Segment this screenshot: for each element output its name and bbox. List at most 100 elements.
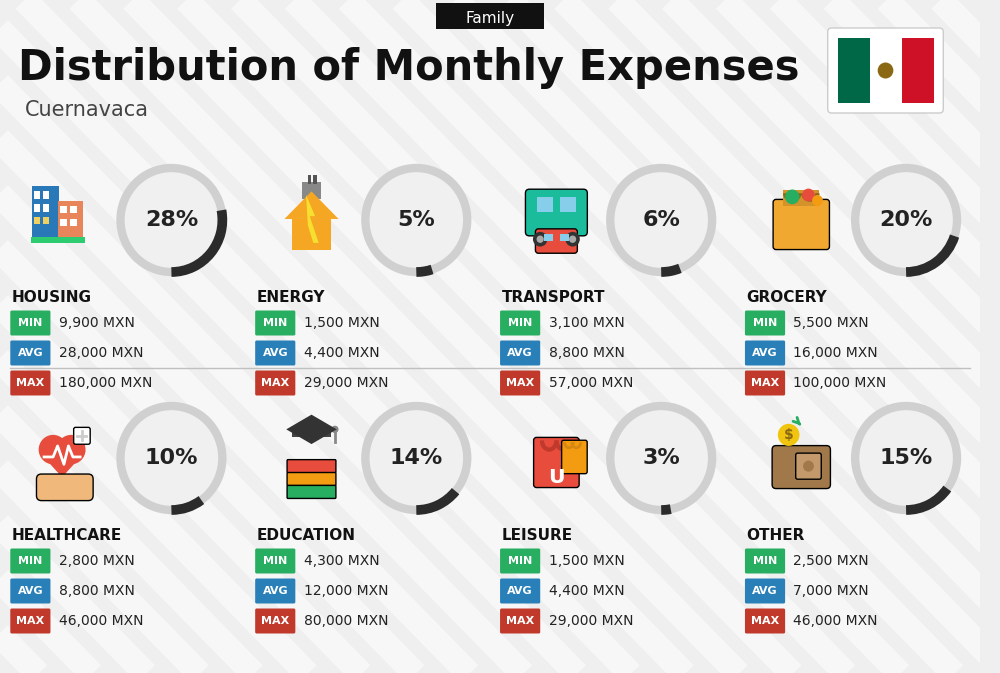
Circle shape xyxy=(610,168,712,272)
Text: 28,000 MXN: 28,000 MXN xyxy=(59,346,143,360)
Text: EDUCATION: EDUCATION xyxy=(257,528,356,543)
Text: 57,000 MXN: 57,000 MXN xyxy=(549,376,633,390)
Text: 6%: 6% xyxy=(642,210,680,230)
Text: MAX: MAX xyxy=(506,616,534,626)
FancyBboxPatch shape xyxy=(255,341,295,365)
Text: Family: Family xyxy=(465,11,514,26)
Circle shape xyxy=(803,460,814,472)
Bar xyxy=(292,426,331,437)
Text: AVG: AVG xyxy=(18,348,43,358)
Text: MAX: MAX xyxy=(261,378,289,388)
Bar xyxy=(783,190,819,206)
Circle shape xyxy=(120,406,222,510)
Text: 10%: 10% xyxy=(145,448,198,468)
FancyBboxPatch shape xyxy=(773,199,829,250)
Text: 46,000 MXN: 46,000 MXN xyxy=(793,614,878,628)
Text: $: $ xyxy=(784,428,794,442)
Text: ENERGY: ENERGY xyxy=(257,290,325,305)
Text: MIN: MIN xyxy=(18,318,42,328)
FancyBboxPatch shape xyxy=(796,453,821,479)
FancyBboxPatch shape xyxy=(287,472,336,485)
Text: 2,500 MXN: 2,500 MXN xyxy=(793,554,869,568)
Text: 1,500 MXN: 1,500 MXN xyxy=(549,554,624,568)
Text: MIN: MIN xyxy=(753,556,777,566)
FancyBboxPatch shape xyxy=(500,371,540,396)
Text: MAX: MAX xyxy=(506,378,534,388)
FancyBboxPatch shape xyxy=(10,608,50,633)
Circle shape xyxy=(565,232,580,246)
Bar xyxy=(560,197,576,211)
FancyBboxPatch shape xyxy=(535,229,577,253)
Text: 100,000 MXN: 100,000 MXN xyxy=(793,376,887,390)
Text: TRANSPORT: TRANSPORT xyxy=(502,290,605,305)
Bar xyxy=(70,219,77,226)
FancyBboxPatch shape xyxy=(534,437,579,487)
Text: AVG: AVG xyxy=(507,348,533,358)
Text: 46,000 MXN: 46,000 MXN xyxy=(59,614,143,628)
Circle shape xyxy=(569,236,576,243)
Text: 28%: 28% xyxy=(145,210,198,230)
Circle shape xyxy=(855,168,957,272)
Bar xyxy=(60,219,67,226)
Text: MIN: MIN xyxy=(263,556,287,566)
Polygon shape xyxy=(39,452,86,477)
FancyBboxPatch shape xyxy=(745,310,785,336)
Text: HOUSING: HOUSING xyxy=(12,290,92,305)
Text: MAX: MAX xyxy=(16,616,44,626)
Text: MIN: MIN xyxy=(18,556,42,566)
FancyBboxPatch shape xyxy=(500,548,540,573)
Text: 5%: 5% xyxy=(397,210,435,230)
FancyBboxPatch shape xyxy=(745,341,785,365)
Text: MIN: MIN xyxy=(263,318,287,328)
Bar xyxy=(544,234,553,241)
FancyBboxPatch shape xyxy=(255,608,295,633)
Text: MIN: MIN xyxy=(508,318,532,328)
Text: 29,000 MXN: 29,000 MXN xyxy=(304,376,388,390)
Bar xyxy=(34,204,40,211)
Text: 4,300 MXN: 4,300 MXN xyxy=(304,554,379,568)
Text: MIN: MIN xyxy=(753,318,777,328)
Text: 20%: 20% xyxy=(879,210,933,230)
FancyBboxPatch shape xyxy=(10,579,50,604)
FancyBboxPatch shape xyxy=(500,341,540,365)
Circle shape xyxy=(533,232,547,246)
Text: Cuernavaca: Cuernavaca xyxy=(24,100,148,120)
Text: 4,400 MXN: 4,400 MXN xyxy=(549,584,624,598)
Text: 80,000 MXN: 80,000 MXN xyxy=(304,614,388,628)
Text: 12,000 MXN: 12,000 MXN xyxy=(304,584,388,598)
Text: 9,900 MXN: 9,900 MXN xyxy=(59,316,135,330)
Circle shape xyxy=(365,406,467,510)
Bar xyxy=(313,175,317,184)
Circle shape xyxy=(878,63,893,79)
Text: AVG: AVG xyxy=(752,586,778,596)
Polygon shape xyxy=(284,191,339,219)
Text: GROCERY: GROCERY xyxy=(746,290,827,305)
Bar xyxy=(838,38,870,103)
FancyBboxPatch shape xyxy=(10,548,50,573)
Text: 4,400 MXN: 4,400 MXN xyxy=(304,346,379,360)
FancyBboxPatch shape xyxy=(436,3,544,29)
Text: 3,100 MXN: 3,100 MXN xyxy=(549,316,624,330)
FancyBboxPatch shape xyxy=(255,579,295,604)
Text: 16,000 MXN: 16,000 MXN xyxy=(793,346,878,360)
FancyBboxPatch shape xyxy=(287,460,336,472)
Text: 8,800 MXN: 8,800 MXN xyxy=(549,346,624,360)
Bar xyxy=(32,186,59,238)
Text: AVG: AVG xyxy=(507,586,533,596)
Polygon shape xyxy=(306,195,319,243)
Circle shape xyxy=(39,435,68,464)
Text: MIN: MIN xyxy=(508,556,532,566)
Bar xyxy=(58,201,83,238)
Bar xyxy=(70,206,77,213)
FancyBboxPatch shape xyxy=(525,189,587,236)
FancyBboxPatch shape xyxy=(745,608,785,633)
Text: MAX: MAX xyxy=(751,616,779,626)
FancyBboxPatch shape xyxy=(745,371,785,396)
Bar xyxy=(43,191,49,199)
Bar xyxy=(902,38,934,103)
FancyBboxPatch shape xyxy=(287,485,336,499)
Text: AVG: AVG xyxy=(262,586,288,596)
Bar xyxy=(60,206,67,213)
FancyBboxPatch shape xyxy=(500,608,540,633)
Text: MAX: MAX xyxy=(16,378,44,388)
